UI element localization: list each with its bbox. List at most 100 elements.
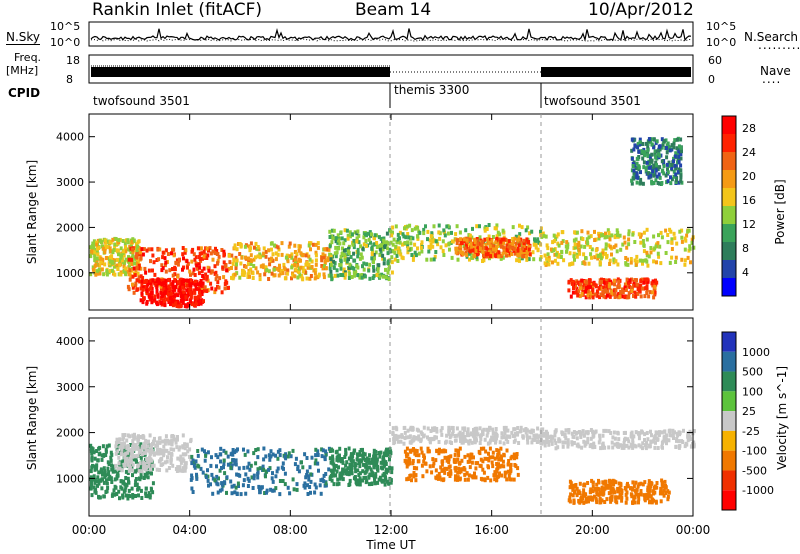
heatmap-cell bbox=[214, 287, 218, 292]
heatmap-cell bbox=[539, 255, 543, 259]
heatmap-cell bbox=[107, 462, 111, 466]
heatmap-cell bbox=[114, 237, 118, 241]
heatmap-cell bbox=[481, 239, 485, 244]
heatmap-cell bbox=[97, 481, 101, 486]
heatmap-cell bbox=[489, 241, 493, 246]
heatmap-cell bbox=[91, 241, 95, 246]
heatmap-cell bbox=[225, 475, 229, 480]
heatmap-cell bbox=[230, 266, 233, 270]
heatmap-cell bbox=[165, 468, 169, 473]
heatmap-cell bbox=[580, 291, 584, 296]
heatmap-cell bbox=[120, 468, 124, 473]
heatmap-cell bbox=[608, 262, 612, 266]
heatmap-cell bbox=[145, 457, 149, 461]
heatmap-cell bbox=[117, 238, 121, 243]
heatmap-cell bbox=[103, 238, 107, 243]
heatmap-cell bbox=[494, 248, 498, 253]
heatmap-cell bbox=[100, 457, 104, 462]
heatmap-cell bbox=[662, 139, 666, 144]
heatmap-cell bbox=[276, 252, 280, 257]
heatmap-cell bbox=[227, 285, 230, 290]
heatmap-cell bbox=[663, 479, 667, 484]
heatmap-cell bbox=[455, 433, 459, 438]
heatmap-cell bbox=[551, 435, 555, 440]
heatmap-cell bbox=[618, 294, 622, 299]
heatmap-cell bbox=[116, 257, 119, 262]
heatmap-cell bbox=[277, 247, 281, 252]
heatmap-cell bbox=[140, 279, 144, 284]
heatmap-cell bbox=[329, 468, 333, 473]
heatmap-cell bbox=[430, 437, 434, 442]
heatmap-cell bbox=[603, 235, 607, 240]
heatmap-cell bbox=[568, 485, 572, 490]
heatmap-cell bbox=[482, 253, 485, 258]
heatmap-cell bbox=[637, 232, 641, 237]
heatmap-cell bbox=[438, 236, 442, 241]
heatmap-cell bbox=[439, 245, 443, 250]
heatmap-cell bbox=[637, 482, 641, 487]
heatmap-cell bbox=[353, 273, 357, 278]
heatmap-cell bbox=[589, 436, 593, 441]
heatmap-cell bbox=[661, 491, 665, 496]
heatmap-cell bbox=[180, 297, 184, 302]
heatmap-cell bbox=[188, 290, 192, 295]
heatmap-cell bbox=[646, 148, 650, 153]
heatmap-cell bbox=[102, 452, 106, 457]
heatmap-cell bbox=[497, 474, 500, 479]
heatmap-cell bbox=[136, 445, 140, 450]
heatmap-cell bbox=[450, 255, 454, 260]
heatmap-cell bbox=[426, 446, 430, 451]
x-tick-label: 08:00 bbox=[273, 523, 308, 537]
heatmap-cell bbox=[130, 452, 134, 457]
heatmap-cell bbox=[472, 475, 476, 479]
heatmap-cell bbox=[487, 458, 491, 463]
heatmap-cell bbox=[184, 248, 188, 253]
heatmap-cell bbox=[586, 440, 590, 445]
heatmap-cell bbox=[491, 455, 495, 460]
heatmap-cell bbox=[388, 247, 392, 252]
heatmap-cell bbox=[490, 251, 494, 256]
heatmap-cell bbox=[644, 286, 648, 291]
y-tick-label: 4000 bbox=[56, 131, 84, 144]
heatmap-cell bbox=[126, 462, 130, 467]
heatmap-cell bbox=[417, 251, 421, 256]
heatmap-cell bbox=[131, 493, 135, 497]
freq-tick-high: 18 bbox=[66, 54, 80, 67]
heatmap-cell bbox=[447, 455, 451, 460]
heatmap-cell bbox=[143, 441, 147, 446]
heatmap-cell bbox=[579, 431, 583, 436]
heatmap-cell bbox=[505, 448, 509, 453]
heatmap-cell bbox=[390, 233, 394, 238]
heatmap-cell bbox=[305, 456, 309, 460]
heatmap-cell bbox=[468, 233, 472, 238]
heatmap-cell bbox=[520, 225, 524, 230]
heatmap-cell bbox=[209, 270, 213, 275]
heatmap-cell bbox=[432, 461, 436, 466]
heatmap-cell bbox=[342, 241, 346, 246]
heatmap-cell bbox=[337, 238, 340, 243]
heatmap-cell bbox=[206, 468, 209, 473]
heatmap-cell bbox=[641, 286, 645, 291]
heatmap-cell bbox=[619, 493, 623, 498]
heatmap-cell bbox=[131, 433, 135, 438]
heatmap-cell bbox=[632, 147, 636, 152]
heatmap-cell bbox=[343, 275, 347, 280]
heatmap-cell bbox=[656, 446, 660, 450]
heatmap-cell bbox=[659, 486, 663, 491]
heatmap-cell bbox=[641, 482, 645, 487]
heatmap-cell bbox=[633, 258, 637, 263]
heatmap-cell bbox=[164, 260, 168, 265]
heatmap-cell bbox=[618, 443, 622, 448]
heatmap-cell bbox=[561, 440, 565, 445]
heatmap-cell bbox=[383, 482, 387, 487]
heatmap-cell bbox=[570, 431, 574, 436]
heatmap-cell bbox=[653, 435, 657, 439]
heatmap-cell bbox=[613, 292, 617, 297]
heatmap-cell bbox=[118, 463, 122, 468]
heatmap-cell bbox=[109, 458, 113, 463]
heatmap-cell bbox=[111, 492, 115, 497]
heatmap-cell bbox=[518, 223, 521, 228]
heatmap-cell bbox=[474, 466, 478, 471]
heatmap-cell bbox=[348, 272, 352, 277]
heatmap-cell bbox=[668, 432, 672, 437]
